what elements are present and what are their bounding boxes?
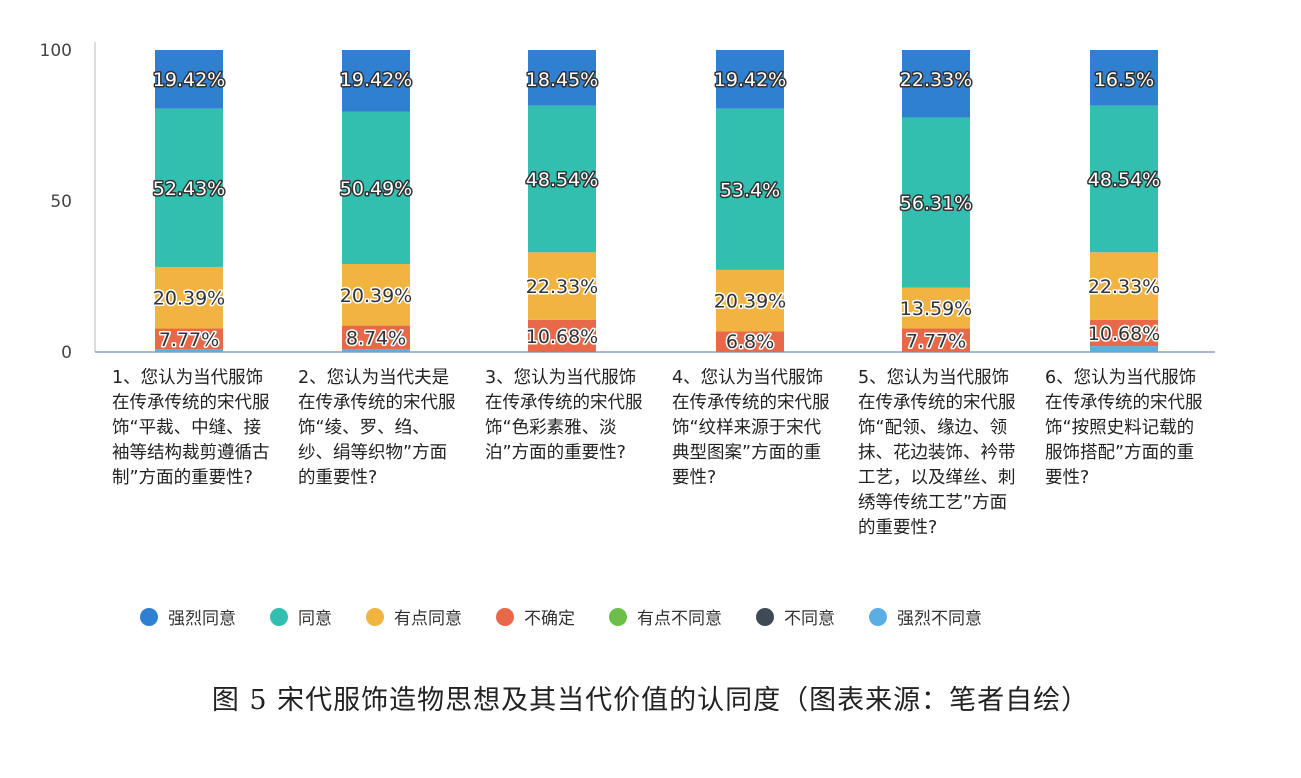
bar-segment [528, 319, 596, 352]
legend-label: 不确定 [524, 609, 575, 629]
legend-swatch [140, 607, 158, 626]
data-label: 7.77% [159, 329, 219, 351]
data-label: 6.8% [726, 331, 774, 353]
data-label: 48.54% [1088, 169, 1160, 191]
data-label: 20.39% [153, 288, 225, 310]
bar-segment [342, 111, 410, 265]
y-tick-label: 50 [50, 192, 72, 212]
legend-swatch [869, 607, 887, 626]
bar-segment [155, 349, 223, 352]
y-tick-label: 0 [61, 343, 72, 363]
data-label: 22.33% [900, 69, 972, 91]
bar-segment [716, 331, 784, 352]
data-label: 7.77% [906, 330, 966, 352]
legend-swatch [366, 607, 384, 626]
data-label: 56.31% [900, 192, 972, 214]
bar-segment [155, 50, 223, 109]
bar-segment [716, 50, 784, 109]
bar-segment [342, 325, 410, 350]
data-label: 16.5% [1094, 69, 1154, 91]
data-label: 10.68% [1088, 323, 1160, 345]
stacked-bar-chart: 0 50 100 7.77% 20.39% 52.43% 19.42% 8.74% 20.39%… [40, 41, 1215, 363]
bar-segment [342, 50, 410, 112]
bar-segment [155, 108, 223, 267]
data-label: 52.43% [153, 178, 225, 200]
legend-label: 强烈同意 [168, 609, 236, 629]
legend-label: 不同意 [784, 609, 835, 629]
bar-segment [902, 50, 970, 118]
bar-segment [1090, 252, 1158, 320]
legend-item: 不同意 [756, 604, 835, 629]
legend-item: 不确定 [496, 604, 575, 629]
legend-label: 有点不同意 [637, 609, 722, 629]
data-label: 50.49% [340, 178, 412, 200]
legend-swatch [496, 607, 514, 626]
bar-segment [902, 328, 970, 352]
x-category-label: 3、您认为当代服饰在传承传统的宋代服饰“色彩素雅、淡泊”方面的重要性? [485, 368, 643, 463]
data-label: 13.59% [900, 298, 972, 320]
data-label: 19.42% [714, 69, 786, 91]
bar-segment [155, 266, 223, 329]
legend-swatch [756, 607, 774, 626]
data-label: 10.68% [526, 326, 598, 348]
legend-item: 有点不同意 [609, 604, 722, 629]
bar-segment [342, 349, 410, 352]
legend-swatch [609, 607, 627, 626]
legend-label: 有点同意 [394, 609, 462, 629]
bar-segment [528, 252, 596, 320]
bar-segment [342, 264, 410, 326]
data-label: 22.33% [526, 276, 598, 298]
bar-segment [1090, 346, 1158, 352]
bar-segment [902, 117, 970, 288]
data-label: 20.39% [340, 285, 412, 307]
legend: 强烈同意 同意 有点同意 不确定 有点不同意 不同意 强烈不同意 [140, 604, 1140, 629]
x-category-label: 1、您认为当代服饰在传承传统的宋代服饰“平裁、中缝、接袖等结构裁剪遵循古制”方面… [112, 368, 270, 488]
x-category-label: 6、您认为当代服饰在传承传统的宋代服饰“按照史料记载的服饰搭配”方面的重要性? [1045, 368, 1203, 488]
x-category-label: 4、您认为当代服饰在传承传统的宋代服饰“纹样来源于宋代典型图案”方面的重要性? [672, 368, 830, 488]
figure-caption: 图 5 宋代服饰造物思想及其当代价值的认同度（图表来源：笔者自绘） [211, 685, 1090, 716]
bar-segment [902, 287, 970, 329]
x-category-label: 5、您认为当代服饰在传承传统的宋代服饰“配领、缘边、领抹、花边装饰、衿带工艺，以… [858, 368, 1016, 538]
y-tick-label: 100 [40, 41, 72, 61]
data-label: 19.42% [340, 69, 412, 91]
data-label: 8.74% [346, 327, 406, 349]
data-label: 19.42% [153, 69, 225, 91]
data-label: 53.4% [720, 179, 780, 201]
legend-item: 同意 [270, 604, 332, 629]
bar-segment [528, 50, 596, 106]
legend-label: 强烈不同意 [897, 609, 982, 629]
legend-label: 同意 [298, 609, 332, 629]
bar-segment [155, 328, 223, 350]
legend-item: 强烈不同意 [869, 604, 982, 629]
bar-segment [1090, 105, 1158, 253]
bar-segment [528, 105, 596, 253]
bar-segment [716, 269, 784, 332]
x-category-label: 2、您认为当代夫是在传承传统的宋代服饰“绫、罗、绉、纱、绢等织物”方面的重要性? [298, 368, 456, 488]
data-label: 22.33% [1088, 276, 1160, 298]
data-label: 48.54% [526, 169, 598, 191]
bar-segment [1090, 50, 1158, 106]
legend-item: 有点同意 [366, 604, 462, 629]
data-label: 20.39% [714, 291, 786, 313]
data-label: 18.45% [526, 69, 598, 91]
legend-swatch [270, 607, 288, 626]
bar-segment [1090, 319, 1158, 347]
bar-segment [716, 108, 784, 270]
legend-item: 强烈同意 [140, 604, 236, 629]
